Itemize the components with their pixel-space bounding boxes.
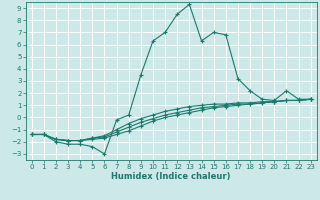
X-axis label: Humidex (Indice chaleur): Humidex (Indice chaleur): [111, 172, 231, 181]
